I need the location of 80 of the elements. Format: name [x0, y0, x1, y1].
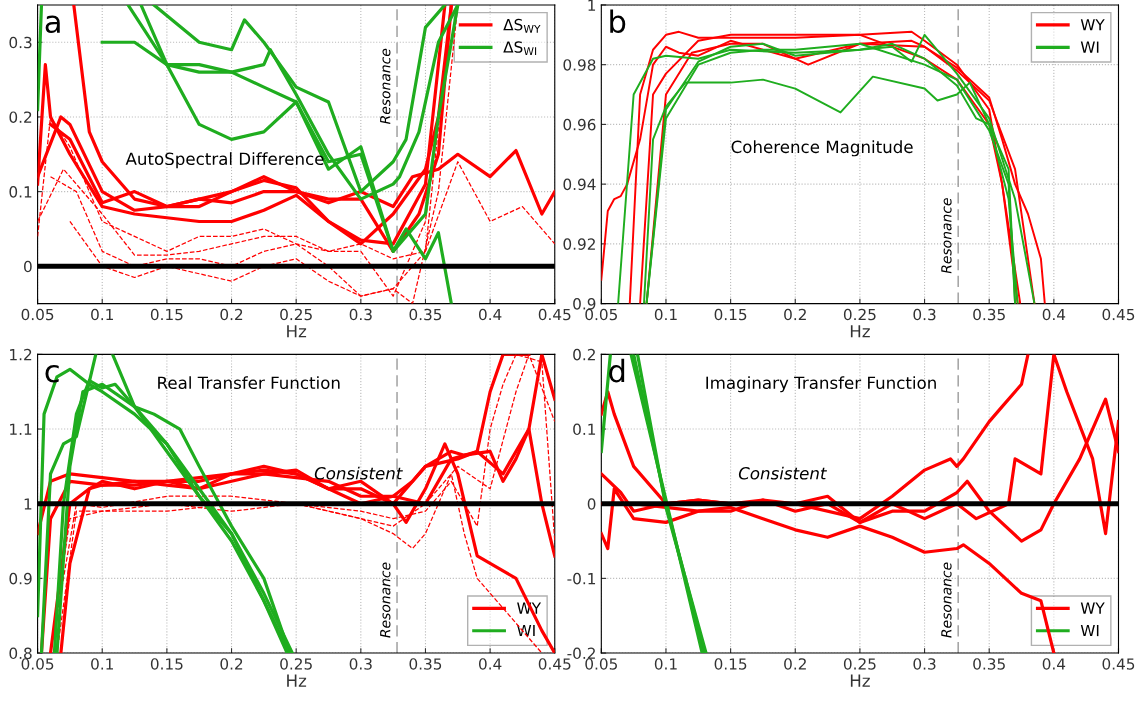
x-tick-label: 0.35 — [973, 308, 1005, 321]
x-tick-label: 0.15 — [150, 308, 183, 321]
x-tick-label: 0.25 — [843, 308, 876, 321]
y-tick-label: -0.1 — [567, 572, 596, 585]
ref-line-label: Resonance — [941, 562, 952, 638]
x-tick-label: 0.1 — [91, 308, 113, 321]
x-tick-label: 0.2 — [784, 658, 806, 670]
y-tick-label: 0.9 — [9, 572, 32, 585]
x-tick-label: 0.45 — [538, 308, 571, 321]
y-tick-label: 0.3 — [9, 36, 32, 49]
x-tick-label: 0.1 — [654, 308, 677, 321]
y-tick-label: 1 — [588, 0, 596, 11]
ref-line-label: Consistent — [738, 466, 827, 480]
x-tick-label: 0.15 — [714, 308, 747, 321]
x-tick-label: 0.4 — [478, 308, 502, 321]
x-tick-label: 0.3 — [913, 658, 936, 670]
x-tick-label: 0.1 — [91, 658, 113, 670]
x-tick-label: 0.2 — [220, 308, 243, 321]
x-tick-label: 0.05 — [21, 308, 54, 321]
y-tick-label: 1.2 — [10, 348, 32, 361]
x-tick-label: 0.45 — [538, 658, 571, 670]
y-tick-label: 0 — [587, 498, 596, 510]
y-tick-label: 1.1 — [10, 423, 32, 435]
x-tick-label: 0.3 — [349, 658, 372, 670]
x-tick-label: 0.15 — [150, 658, 183, 670]
text: AutoSpectral Difference — [125, 152, 324, 169]
x-tick-label: 0.4 — [1042, 658, 1066, 670]
legend-label: WI — [1080, 624, 1099, 637]
x-tick-label: 0.1 — [654, 658, 677, 670]
legend-label: WI — [517, 624, 535, 637]
y-tick-label: 0.98 — [563, 59, 596, 71]
text: Coherence Magnitude — [731, 140, 913, 157]
legend-label: ΔS$_{WY}$ — [503, 18, 541, 33]
x-tick-label: 0.15 — [714, 658, 747, 670]
annotation: b — [610, 9, 626, 34]
annotation: c — [45, 364, 59, 383]
y-tick-label: 0.1 — [9, 186, 32, 198]
ref-line-label: Consistent — [314, 466, 403, 480]
x-tick-label: 0.4 — [1042, 308, 1066, 321]
x-axis-title: Hz — [850, 674, 870, 687]
x-tick-label: 0.4 — [478, 658, 502, 670]
y-tick-label: 0.94 — [563, 178, 596, 191]
legend-label: ΔS$_{WI}$ — [503, 41, 537, 56]
x-tick-label: 0.05 — [585, 308, 617, 321]
legend-label: WY — [1080, 19, 1105, 31]
annotation: a — [45, 15, 60, 34]
x-tick-label: 0.2 — [784, 308, 806, 321]
x-axis-title: Hz — [850, 325, 870, 338]
x-tick-label: 0.25 — [280, 658, 312, 670]
x-tick-label: 0.25 — [280, 308, 312, 321]
x-tick-label: 0.05 — [21, 658, 54, 670]
y-tick-label: -0.2 — [567, 647, 595, 660]
ref-line-label: Resonance — [941, 198, 952, 274]
legend-label: WY — [1080, 602, 1105, 614]
x-tick-label: 0.45 — [1102, 658, 1135, 670]
y-tick-label: 0.2 — [573, 348, 595, 361]
y-tick-label: 0.9 — [573, 298, 596, 310]
y-tick-label: 0.8 — [9, 647, 32, 660]
y-tick-label: 0 — [24, 260, 32, 273]
x-axis-title: Hz — [287, 325, 307, 338]
ref-line-label: Resonance — [380, 562, 391, 638]
legend-label: WI — [1080, 41, 1099, 53]
x-tick-label: 0.2 — [220, 658, 243, 670]
x-tick-label: 0.35 — [409, 658, 442, 670]
x-axis-title: Hz — [287, 674, 307, 687]
y-tick-label: 0.96 — [563, 118, 596, 131]
x-tick-label: 0.45 — [1102, 308, 1135, 321]
x-tick-label: 0.05 — [585, 658, 617, 670]
text: Real Transfer Function — [158, 376, 340, 390]
x-tick-label: 0.3 — [913, 308, 936, 321]
y-tick-label: 0.92 — [563, 238, 595, 250]
x-tick-label: 0.3 — [349, 308, 372, 321]
y-tick-label: 1 — [24, 498, 32, 510]
y-tick-label: 0.2 — [9, 111, 32, 123]
x-tick-label: 0.35 — [973, 658, 1005, 670]
text: Imaginary Transfer Function — [706, 376, 936, 393]
x-tick-label: 0.25 — [843, 658, 876, 670]
ref-line-label: Resonance — [380, 48, 391, 125]
x-tick-label: 0.35 — [409, 308, 442, 321]
y-tick-label: 0.1 — [573, 423, 596, 436]
